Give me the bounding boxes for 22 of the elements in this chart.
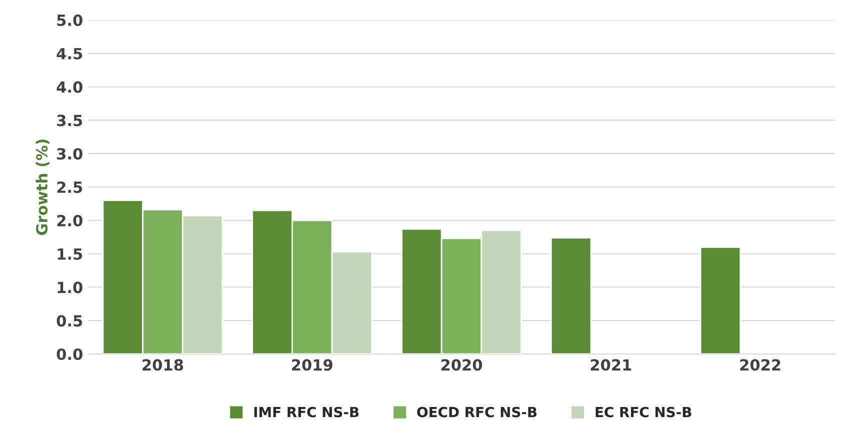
x-tick-label: 2021 [590,359,632,371]
y-tick-label: 3.0 [57,148,82,160]
x-tick-label: 2019 [292,359,332,371]
y-tick-label: 4.0 [56,81,82,93]
y-tick-label: 3.5 [57,114,82,126]
legend-label: IMF RFC NS-B [254,406,359,418]
y-tick-label: 2.5 [57,181,82,194]
x-tick-label: 2020 [441,359,482,371]
legend-label: OECD RFC NS-B [417,406,537,418]
y-tick-label: 1.5 [58,248,82,260]
bar [550,237,592,354]
y-tick-label: 1.0 [58,282,82,294]
y-tick-label: 0.5 [56,315,82,327]
y-tick-label: 2.0 [57,214,82,226]
y-tick-label: 0.0 [56,348,82,360]
y-tick-label: 5.0 [57,14,82,26]
x-tick-label: 2018 [142,359,184,371]
y-tick-label: 4.5 [56,48,82,60]
y-axis-title: Growth (%) [36,140,50,235]
legend-label: EC RFC NS-B [596,406,692,418]
x-tick-label: 2022 [740,359,780,371]
bar [700,246,742,354]
